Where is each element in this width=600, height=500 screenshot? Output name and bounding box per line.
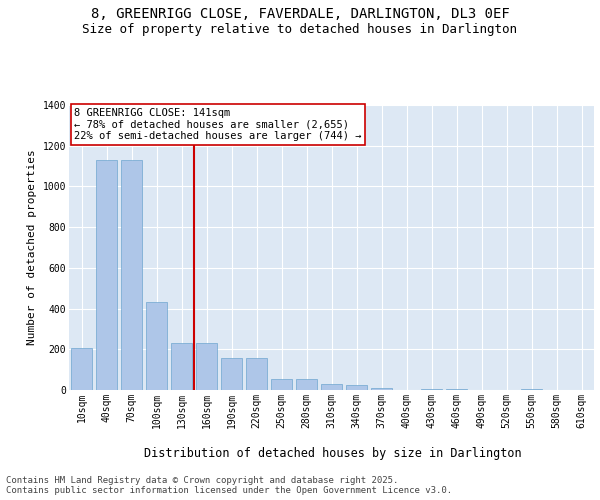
Text: 8, GREENRIGG CLOSE, FAVERDALE, DARLINGTON, DL3 0EF: 8, GREENRIGG CLOSE, FAVERDALE, DARLINGTO… [91, 8, 509, 22]
Bar [246, 358, 267, 390]
Bar [346, 385, 367, 390]
Bar [521, 389, 542, 390]
Y-axis label: Number of detached properties: Number of detached properties [27, 150, 37, 346]
Bar [96, 160, 117, 390]
Bar [271, 379, 292, 390]
Text: Contains HM Land Registry data © Crown copyright and database right 2025.
Contai: Contains HM Land Registry data © Crown c… [6, 476, 452, 495]
Bar [221, 358, 242, 390]
Bar [171, 343, 192, 390]
Bar [146, 302, 167, 390]
Bar [321, 384, 342, 390]
Text: Size of property relative to detached houses in Darlington: Size of property relative to detached ho… [83, 22, 517, 36]
Bar [446, 389, 467, 390]
Bar [421, 389, 442, 390]
Bar [121, 160, 142, 390]
Text: Distribution of detached houses by size in Darlington: Distribution of detached houses by size … [144, 448, 522, 460]
Bar [371, 388, 392, 390]
Bar [71, 348, 92, 390]
Text: 8 GREENRIGG CLOSE: 141sqm
← 78% of detached houses are smaller (2,655)
22% of se: 8 GREENRIGG CLOSE: 141sqm ← 78% of detac… [74, 108, 362, 141]
Bar [296, 379, 317, 390]
Bar [196, 343, 217, 390]
